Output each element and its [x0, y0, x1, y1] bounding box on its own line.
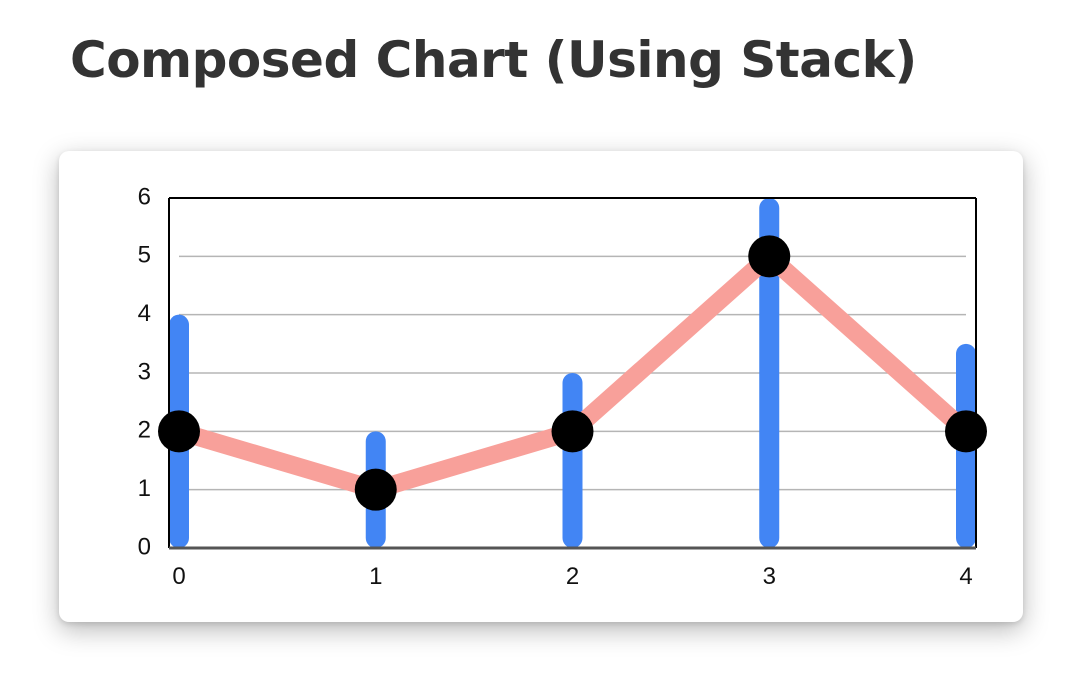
line-point [748, 235, 791, 278]
page-title: Composed Chart (Using Stack) [70, 31, 917, 89]
y-tick-label: 6 [138, 183, 151, 210]
x-tick-label: 4 [959, 563, 972, 590]
chart-card: 0 1 2 3 4 5 6 0 1 2 3 4 [59, 151, 1023, 622]
y-tick-label: 3 [138, 358, 151, 385]
bar [759, 198, 780, 548]
line-point [158, 410, 200, 453]
line-point [354, 468, 397, 511]
composed-chart: 0 1 2 3 4 5 6 0 1 2 3 4 [138, 183, 987, 590]
y-tick-label: 4 [138, 300, 151, 327]
y-tick-label: 5 [138, 242, 151, 269]
x-axis-ticks: 0 1 2 3 4 [172, 563, 972, 590]
plot-frame [168, 197, 977, 550]
line-point [945, 410, 987, 453]
y-axis-ticks: 0 1 2 3 4 5 6 [138, 183, 151, 560]
y-tick-label: 1 [138, 475, 151, 502]
x-tick-label: 2 [566, 563, 579, 590]
line-markers [158, 235, 987, 511]
x-tick-label: 1 [369, 563, 382, 590]
y-tick-label: 2 [138, 417, 151, 444]
line-point [551, 410, 594, 453]
y-tick-label: 0 [138, 533, 151, 560]
x-tick-label: 3 [763, 563, 776, 590]
x-tick-label: 0 [172, 563, 185, 590]
bar [562, 373, 583, 548]
